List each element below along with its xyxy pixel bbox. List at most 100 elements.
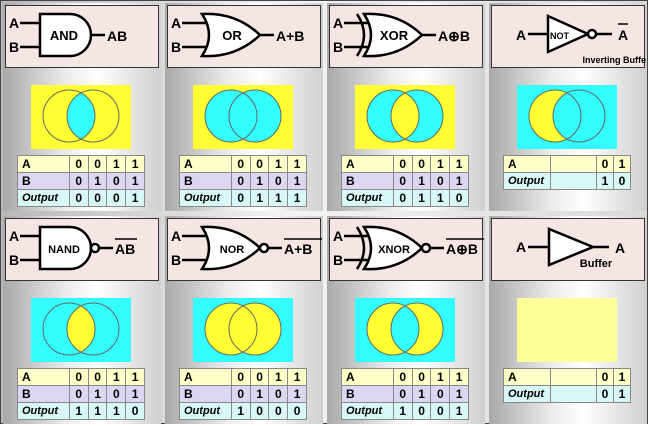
truth-value: 0: [411, 368, 432, 386]
truth-value: 1: [125, 385, 145, 403]
gate-body-shape: [199, 12, 262, 58]
truth-value: 0: [68, 155, 89, 173]
row-label: Output: [179, 402, 232, 420]
row-label: B: [17, 172, 70, 190]
truth-value: 1: [287, 172, 307, 190]
gate-symbol-panel: A B XOR A⊕B: [329, 5, 483, 68]
gate-body-shape: [361, 225, 424, 271]
gate-symbol-panel: A B NOR A+B: [167, 218, 322, 281]
truth-value: 1: [106, 155, 127, 173]
input-a-label: A: [171, 15, 181, 31]
output-label: A+B: [276, 28, 304, 44]
gate-card-not: A NOT A Inverting Buffer A 0 1 Output 1 0: [489, 3, 647, 211]
truth-value: 1: [106, 368, 127, 386]
triangle-shape: [546, 14, 592, 54]
truth-value: 1: [449, 402, 469, 420]
truth-value: 0: [596, 385, 614, 403]
spacer-cell: [550, 385, 597, 403]
xnor-gate-symbol: AB XNOR A⊕B: [333, 225, 484, 271]
truth-value: 0: [230, 385, 251, 403]
truth-value: 0: [287, 402, 307, 420]
gate-card-and: A B AND AB A 0 0 1 1 B 0 1 0 1 Output 0 0 0 1: [3, 3, 161, 211]
truth-value: 1: [430, 155, 451, 173]
venn-diagram: [193, 298, 293, 362]
row-label: Output: [17, 189, 70, 207]
venn-diagram: [355, 298, 455, 362]
truth-value: 1: [449, 155, 469, 173]
gate-symbol-panel: A B NAND AB: [5, 218, 159, 281]
inversion-bubble: [89, 242, 101, 254]
row-label: B: [17, 385, 70, 403]
and-gate-symbol: AB AND AB: [9, 12, 127, 58]
row-label: A: [17, 368, 70, 386]
truth-value: 0: [392, 385, 413, 403]
row-label: B: [179, 172, 232, 190]
truth-value: 0: [392, 172, 413, 190]
truth-table: A 0 0 1 1 B 0 1 0 1 Output 0 0 0 1: [17, 155, 145, 207]
gate-card-or: A B OR A+B A 0 0 1 1 B 0 1 0 1 Output 0 1 1 1: [165, 3, 323, 211]
truth-value: 0: [68, 385, 89, 403]
truth-value: 0: [68, 189, 89, 207]
input-a-label: A: [171, 228, 181, 244]
truth-value: 1: [125, 155, 145, 173]
venn-diagram: [517, 298, 617, 362]
truth-value: 0: [392, 189, 413, 207]
truth-value: 0: [106, 385, 127, 403]
truth-value: 0: [411, 402, 432, 420]
xor-gate-symbol: AB XOR A⊕B: [333, 12, 470, 58]
input-a-label: A: [9, 15, 19, 31]
truth-value: 0: [87, 368, 108, 386]
gate-name: OR: [222, 28, 242, 43]
input-a-label: A: [516, 239, 526, 255]
row-label: B: [341, 385, 394, 403]
truth-value: 0: [249, 402, 270, 420]
truth-value: 0: [411, 155, 432, 173]
truth-value: 1: [411, 172, 432, 190]
or-gate-symbol: AB OR A+B: [171, 12, 304, 58]
truth-value: 0: [230, 172, 251, 190]
row-label: A: [179, 155, 232, 173]
inversion-bubble: [586, 28, 598, 40]
truth-table: A 0 0 1 1 B 0 1 0 1 Output 1 0 0 1: [341, 368, 469, 420]
input-b-label: B: [333, 252, 343, 268]
row-label: B: [179, 385, 232, 403]
truth-value: 0: [106, 172, 127, 190]
truth-value: 1: [287, 189, 307, 207]
truth-row-out: Output 0 1: [503, 385, 631, 403]
truth-table: A 0 0 1 1 B 0 1 0 1 Output 1 1 1 0: [17, 368, 145, 420]
truth-row-out: Output 1 0: [503, 172, 631, 190]
truth-value: 0: [392, 368, 413, 386]
gate-symbol-panel: A B AND AB: [5, 5, 159, 68]
spacer-cell: [550, 172, 597, 190]
truth-value: 0: [430, 172, 451, 190]
gate-card-xor: A B XOR A⊕B A 0 0 1 1 B 0 1 0 1 Output 0 1 1 0: [327, 3, 485, 211]
row-label: Output: [17, 402, 70, 420]
truth-table: A 0 0 1 1 B 0 1 0 1 Output 1 0 0 0: [179, 368, 307, 420]
truth-value: 0: [430, 402, 451, 420]
truth-value: 0: [230, 189, 251, 207]
truth-value: 1: [613, 385, 631, 403]
not-gate-symbol: A NOT A Inverting Buffer: [516, 14, 646, 65]
venn-diagram: [31, 298, 131, 362]
truth-value: 0: [268, 402, 289, 420]
truth-value: 1: [430, 368, 451, 386]
gate-name: XOR: [380, 28, 409, 43]
gate-body-shape: [361, 12, 424, 58]
row-label: A: [17, 155, 70, 173]
truth-value: 0: [449, 189, 469, 207]
output-label: A: [618, 27, 628, 43]
gate-caption: Buffer: [580, 258, 613, 270]
gate-card-nand: A B NAND AB A 0 0 1 1 B 0 1 0 1 Output 1 1 1 0: [3, 216, 161, 424]
row-label: Output: [179, 189, 232, 207]
truth-value: 1: [449, 172, 469, 190]
truth-value: 0: [249, 368, 270, 386]
truth-table: A 0 0 1 1 B 0 1 0 1 Output 0 1 1 1: [179, 155, 307, 207]
